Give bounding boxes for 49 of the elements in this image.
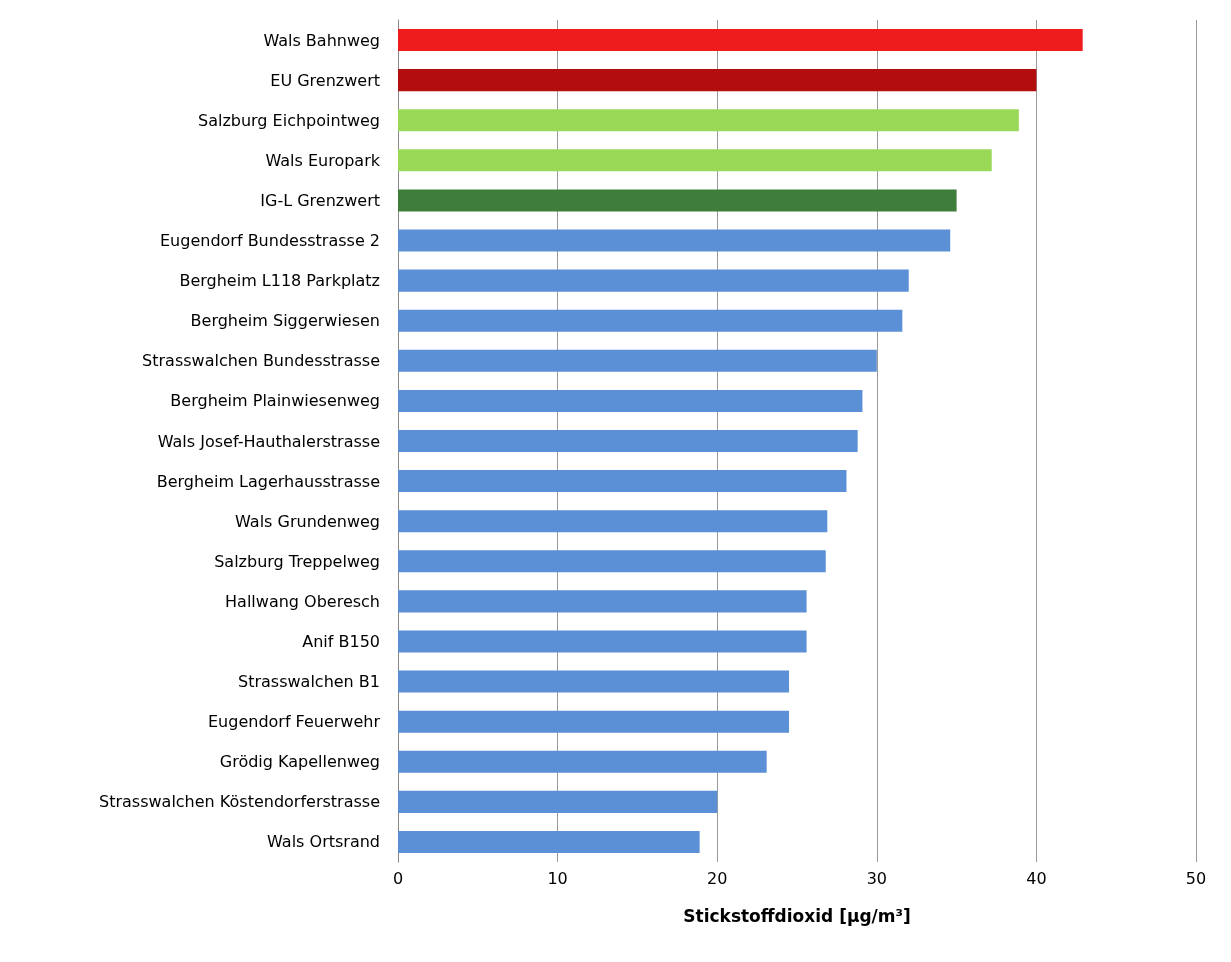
- y-tick-label: Strasswalchen Köstendorferstrasse: [99, 792, 380, 812]
- x-tick-label: 20: [707, 868, 728, 888]
- y-tick-label: Wals Josef-Hauthalerstrasse: [157, 431, 380, 451]
- y-tick-label: Wals Ortsrand: [267, 832, 380, 852]
- bar: [398, 109, 1019, 132]
- bar: [398, 149, 992, 172]
- bar: [398, 470, 847, 493]
- y-tick-label: Bergheim Siggerwiesen: [190, 311, 380, 331]
- y-tick-label: Anif B150: [302, 631, 380, 651]
- y-tick-label: Bergheim Lagerhausstrasse: [156, 471, 380, 491]
- bar: [398, 189, 957, 212]
- y-tick-label: Salzburg Treppelweg: [214, 551, 380, 571]
- bar: [398, 750, 767, 773]
- y-tick-label: IG-L Grenzwert: [260, 190, 380, 210]
- bar: [398, 389, 863, 412]
- y-tick-label: Bergheim L118 Parkplatz: [179, 271, 380, 291]
- x-tick-label: 50: [1185, 868, 1207, 888]
- bar: [398, 790, 718, 813]
- x-tick-label: 10: [547, 868, 568, 888]
- bar: [398, 550, 826, 573]
- y-tick-label: Eugendorf Bundesstrasse 2: [160, 231, 380, 251]
- bar: [398, 309, 903, 332]
- bar: [398, 69, 1037, 92]
- y-tick-label: Hallwang Oberesch: [225, 591, 380, 611]
- x-tick-label: 0: [392, 868, 404, 888]
- y-tick-label: Bergheim Plainwiesenweg: [170, 391, 380, 411]
- bar: [398, 670, 790, 693]
- y-tick-label: EU Grenzwert: [270, 70, 380, 90]
- y-tick-label: Wals Bahnweg: [263, 30, 380, 50]
- y-tick-label: Strasswalchen B1: [238, 672, 380, 692]
- x-tick-label: 40: [1026, 868, 1047, 888]
- y-tick-label: Wals Grundenweg: [235, 511, 380, 531]
- bar: [398, 269, 909, 292]
- bar: [398, 29, 1083, 52]
- bar: [398, 510, 828, 533]
- y-tick-label: Strasswalchen Bundesstrasse: [142, 351, 380, 371]
- bar: [398, 630, 807, 653]
- x-tick-label: 30: [866, 868, 887, 888]
- bar: [398, 710, 790, 733]
- bar: [398, 429, 858, 453]
- bar: [398, 830, 700, 853]
- y-tick-label: Eugendorf Feuerwehr: [207, 712, 381, 732]
- bar: [398, 229, 951, 252]
- bar: [398, 349, 877, 372]
- x-axis-title: Stickstoffdioxid [µg/m³]: [683, 905, 911, 926]
- y-tick-label: Grödig Kapellenweg: [219, 752, 380, 772]
- y-tick-label: Wals Europark: [265, 150, 381, 170]
- y-tick-label: Salzburg Eichpointweg: [197, 110, 380, 130]
- bar: [398, 590, 807, 613]
